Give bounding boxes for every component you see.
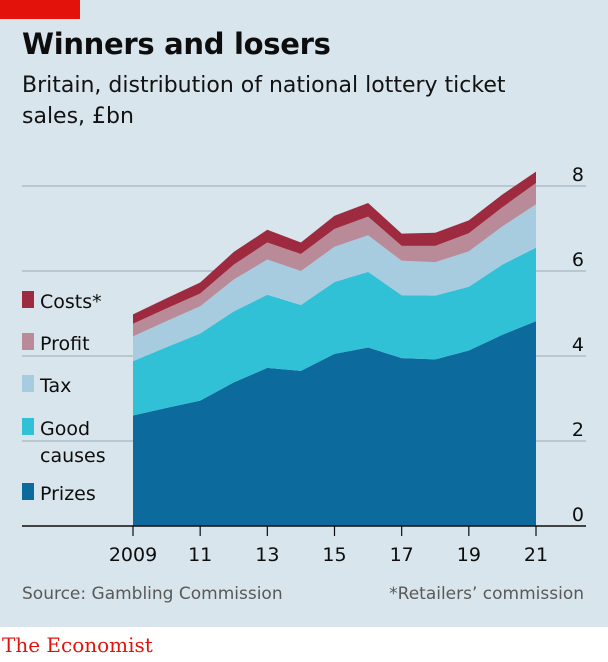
x-tick-label-2017: 17 [390, 544, 414, 566]
x-tick-label-2021: 21 [524, 544, 548, 566]
footnote: *Retailers’ commission [389, 584, 584, 604]
chart-title: Winners and losers [22, 27, 331, 61]
source-note: Source: Gambling Commission [22, 584, 283, 604]
y-tick-label-0: 0 [572, 504, 584, 526]
x-tick-label-2009: 2009 [109, 544, 157, 566]
legend-swatch-good-causes [22, 418, 34, 435]
brand-logo-text: The Economist [2, 633, 153, 657]
legend-label-profit: Profit [40, 333, 90, 355]
x-tick-label-2019: 19 [457, 544, 481, 566]
x-axis: 2009 11 13 15 17 19 21 [22, 525, 586, 566]
legend-label-costs: Costs* [40, 291, 102, 313]
legend-label-tax: Tax [39, 375, 71, 397]
y-tick-label-8: 8 [572, 164, 584, 186]
brand-tag [0, 0, 80, 19]
y-tick-label-2: 2 [572, 419, 584, 441]
x-tick-label-2011: 11 [188, 544, 212, 566]
legend-label-good: Good [40, 418, 90, 440]
area-prizes [133, 321, 536, 526]
area-series [133, 171, 536, 526]
chart-subtitle: Britain, distribution of national lotter… [22, 73, 506, 129]
x-tick-label-2015: 15 [322, 544, 346, 566]
legend-label-causes: causes [40, 445, 106, 467]
y-tick-label-6: 6 [572, 249, 584, 271]
stacked-area-chart: 2009 11 13 15 17 19 21 0 2 4 6 8 Costs* Profit Tax… [22, 164, 586, 566]
y-axis-labels: 0 2 4 6 8 [572, 164, 584, 526]
y-tick-label-4: 4 [572, 334, 584, 356]
legend-label-prizes: Prizes [40, 483, 96, 505]
legend-swatch-prizes [22, 483, 34, 500]
x-tick-label-2013: 13 [255, 544, 279, 566]
legend-swatch-costs [22, 291, 34, 308]
area-tax [133, 204, 536, 362]
legend-swatch-profit [22, 333, 34, 350]
legend: Costs* Profit Tax Good causes Prizes [22, 291, 106, 505]
area-good-causes [133, 247, 536, 416]
legend-swatch-tax [22, 375, 34, 392]
